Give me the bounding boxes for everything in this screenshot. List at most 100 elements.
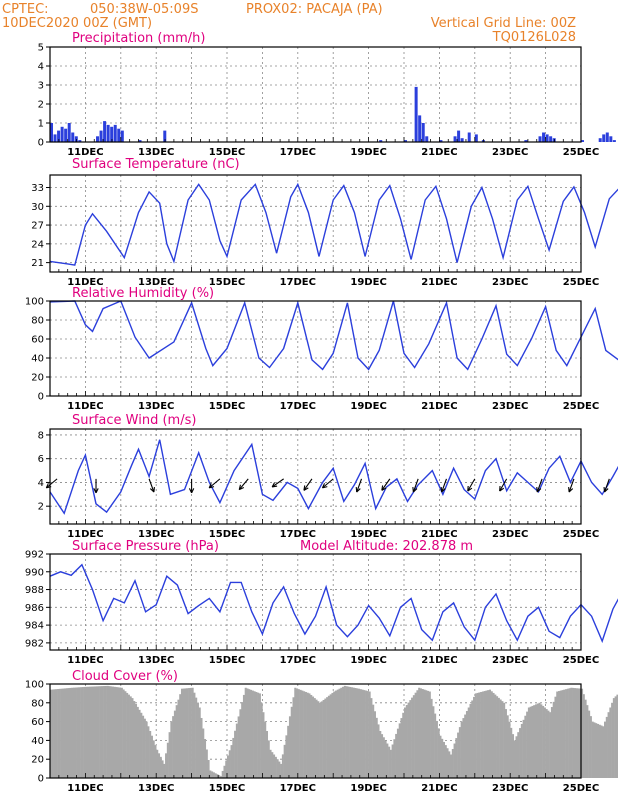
cloud-bar: [204, 739, 206, 778]
humidity-xtick-label: 25DEC: [563, 401, 599, 412]
cloud-bar: [239, 709, 241, 778]
cloud-bar: [443, 742, 445, 778]
cloud-bar: [107, 686, 109, 778]
humidity-xtick-label: 15DEC: [209, 401, 245, 412]
cloud-bar: [149, 731, 151, 778]
cloud-bar: [563, 690, 565, 778]
cloud-bar: [592, 722, 594, 778]
header-station: PROX02: PACAJA (PA): [246, 2, 383, 17]
cloud-bar: [356, 688, 358, 778]
cloud-bar: [392, 745, 394, 778]
cloud-bar: [434, 714, 436, 778]
wind-arrow: [604, 479, 609, 492]
cloud-bar: [66, 688, 68, 778]
temperature-ytick-label: 27: [31, 221, 44, 232]
cloud-bar: [298, 689, 300, 778]
cloud-bar: [200, 718, 202, 778]
cloud-bar: [347, 687, 349, 778]
cloud-bar: [402, 713, 404, 778]
cloud-bar: [452, 749, 454, 778]
cloud-bar: [459, 727, 461, 778]
cloud-bar: [190, 688, 192, 778]
temperature-frame: [50, 175, 581, 272]
humidity-ytick-label: 100: [25, 297, 44, 308]
wind-arrow: [441, 479, 446, 492]
cloud-bar: [615, 696, 617, 778]
cloud-bar: [133, 701, 135, 778]
cloud-bar: [526, 712, 528, 778]
cloud-bar: [381, 734, 383, 778]
pressure-xtick-label: 17DEC: [280, 655, 316, 666]
cloud-bar: [326, 697, 328, 778]
precip-bar: [468, 133, 471, 143]
cloud-bar: [215, 773, 217, 778]
precipitation-xtick-label: 21DEC: [421, 147, 457, 158]
cloud-bar: [142, 716, 144, 778]
cloud-bar: [420, 688, 422, 778]
cloud-ytick-label: 40: [31, 736, 44, 747]
humidity-ytick-label: 0: [38, 392, 44, 403]
cloud-ytick-label: 60: [31, 717, 44, 728]
cloud-bar: [337, 690, 339, 778]
cloud-bar: [608, 712, 610, 778]
cloud-bar: [540, 704, 542, 778]
cloud-bar: [146, 722, 148, 778]
cloud-bar: [54, 689, 56, 778]
cloud-bar: [422, 689, 424, 778]
cloud-bar: [77, 687, 79, 778]
cloud-xtick-label: 13DEC: [138, 783, 174, 794]
wind-ytick-label: 6: [38, 454, 44, 465]
cloud-bar: [123, 689, 125, 778]
precipitation-xtick-label: 23DEC: [492, 147, 528, 158]
cloud-bar: [100, 686, 102, 778]
cloud-bar: [202, 728, 204, 778]
cloud-bar: [546, 709, 548, 778]
pressure-ytick-label: 992: [25, 550, 44, 561]
humidity-ytick-label: 60: [31, 335, 44, 346]
precip-bar: [418, 115, 421, 142]
cloud-bar: [246, 688, 248, 778]
cloud-bar: [181, 689, 183, 778]
wind-xtick-label: 23DEC: [492, 529, 528, 540]
cloud-bar: [257, 693, 259, 778]
wind-arrow: [304, 479, 312, 490]
cloud-bar: [289, 716, 291, 778]
cloud-bar: [238, 716, 240, 778]
cloud-bar: [565, 689, 567, 778]
cloud-bar: [475, 693, 477, 778]
cloud-bar: [153, 740, 155, 778]
cloud-bar: [519, 728, 521, 778]
cloud-bar: [169, 732, 171, 778]
cloud-bar: [369, 692, 371, 778]
cloud-bar: [609, 708, 611, 779]
cloud-bar: [446, 748, 448, 778]
pressure-line: [50, 565, 618, 648]
precip-bar: [542, 133, 545, 143]
cloud-bar: [241, 702, 243, 778]
cloud-bar: [503, 703, 505, 778]
cloud-bar: [62, 689, 64, 778]
cloud-bar: [59, 689, 61, 778]
cloud-bar: [528, 708, 530, 779]
cloud-bar: [82, 687, 84, 778]
precipitation-ytick-label: 1: [38, 119, 44, 130]
cloud-bar: [139, 710, 141, 778]
cloud-bar: [193, 693, 195, 778]
cloud-bar: [167, 743, 169, 778]
cloud-bar: [353, 688, 355, 778]
cloud-bar: [117, 687, 119, 778]
cloud-bar: [431, 699, 433, 778]
cloud-bar: [92, 687, 94, 778]
cloud-bar: [464, 715, 466, 778]
precipitation-ytick-label: 3: [38, 81, 44, 92]
cloud-bar: [562, 690, 564, 778]
cloud-bar: [524, 716, 526, 778]
cloud-bar: [535, 704, 537, 778]
cloud-bar: [611, 703, 613, 778]
cloud-bar: [186, 688, 188, 778]
cloud-bar: [379, 731, 381, 778]
cloud-bar: [264, 722, 266, 778]
precipitation-title: Precipitation (mm/h): [72, 31, 205, 46]
cloud-bar: [340, 688, 342, 778]
